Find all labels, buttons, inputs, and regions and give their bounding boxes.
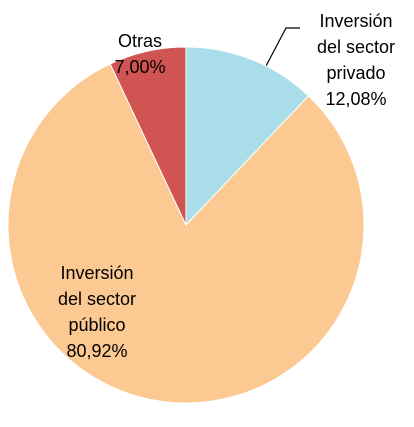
slice-label: del sector (317, 37, 395, 57)
value-label: 12,08% (325, 89, 386, 109)
pie-slice (109, 46, 187, 226)
slice-label: del sector (58, 289, 136, 309)
pie-slice (185, 46, 310, 227)
pie-slice (7, 63, 365, 404)
slice-label: Otras (118, 31, 162, 51)
slice-label: público (68, 315, 125, 335)
slice-label: Inversión (60, 263, 133, 283)
value-label: 7,00% (114, 57, 165, 77)
value-label: 80,92% (66, 341, 127, 361)
slice-label: Inversión (319, 11, 392, 31)
slice-label: privado (326, 63, 385, 83)
